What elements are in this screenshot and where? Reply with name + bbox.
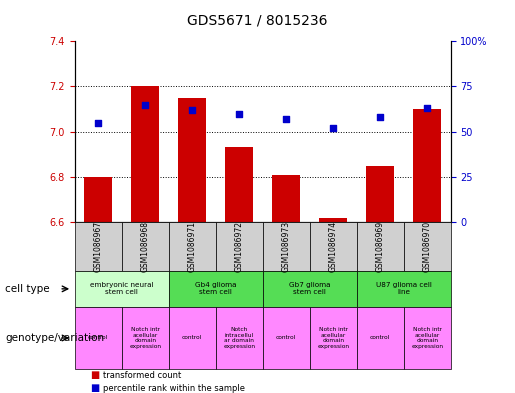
Point xyxy=(188,107,196,113)
Bar xyxy=(178,98,206,222)
Text: percentile rank within the sample: percentile rank within the sample xyxy=(103,384,245,393)
Bar xyxy=(131,86,159,222)
Text: Notch
intracellul
ar domain
expression: Notch intracellul ar domain expression xyxy=(223,327,255,349)
Bar xyxy=(225,147,253,222)
Text: GSM1086970: GSM1086970 xyxy=(423,221,432,272)
Bar xyxy=(413,109,441,222)
Text: GSM1086973: GSM1086973 xyxy=(282,221,290,272)
Text: genotype/variation: genotype/variation xyxy=(5,333,104,343)
Point xyxy=(141,101,149,108)
Text: control: control xyxy=(182,336,202,340)
Bar xyxy=(366,165,394,222)
Point xyxy=(94,119,102,126)
Text: GSM1086968: GSM1086968 xyxy=(141,221,150,272)
Text: GSM1086967: GSM1086967 xyxy=(94,221,102,272)
Point xyxy=(423,105,431,111)
Text: control: control xyxy=(370,336,390,340)
Bar xyxy=(319,218,347,222)
Point xyxy=(282,116,290,122)
Text: U87 glioma cell
line: U87 glioma cell line xyxy=(376,282,432,296)
Text: transformed count: transformed count xyxy=(103,371,181,380)
Text: ■: ■ xyxy=(90,383,99,393)
Text: control: control xyxy=(276,336,296,340)
Point xyxy=(235,110,243,117)
Text: GDS5671 / 8015236: GDS5671 / 8015236 xyxy=(187,14,328,28)
Point xyxy=(376,114,384,120)
Text: embryonic neural
stem cell: embryonic neural stem cell xyxy=(90,282,153,296)
Text: Notch intr
acellular
domain
expression: Notch intr acellular domain expression xyxy=(317,327,349,349)
Text: GSM1086974: GSM1086974 xyxy=(329,221,338,272)
Bar xyxy=(272,174,300,222)
Bar xyxy=(84,177,112,222)
Text: GSM1086971: GSM1086971 xyxy=(187,221,197,272)
Text: GSM1086969: GSM1086969 xyxy=(375,221,385,272)
Text: cell type: cell type xyxy=(5,284,50,294)
Text: control: control xyxy=(88,336,108,340)
Text: Gb7 glioma
stem cell: Gb7 glioma stem cell xyxy=(289,282,331,296)
Text: Notch intr
acellular
domain
expression: Notch intr acellular domain expression xyxy=(129,327,161,349)
Text: Notch intr
acellular
domain
expression: Notch intr acellular domain expression xyxy=(411,327,443,349)
Text: GSM1086972: GSM1086972 xyxy=(235,221,244,272)
Text: Gb4 glioma
stem cell: Gb4 glioma stem cell xyxy=(195,282,236,296)
Text: ■: ■ xyxy=(90,370,99,380)
Point xyxy=(329,125,337,131)
